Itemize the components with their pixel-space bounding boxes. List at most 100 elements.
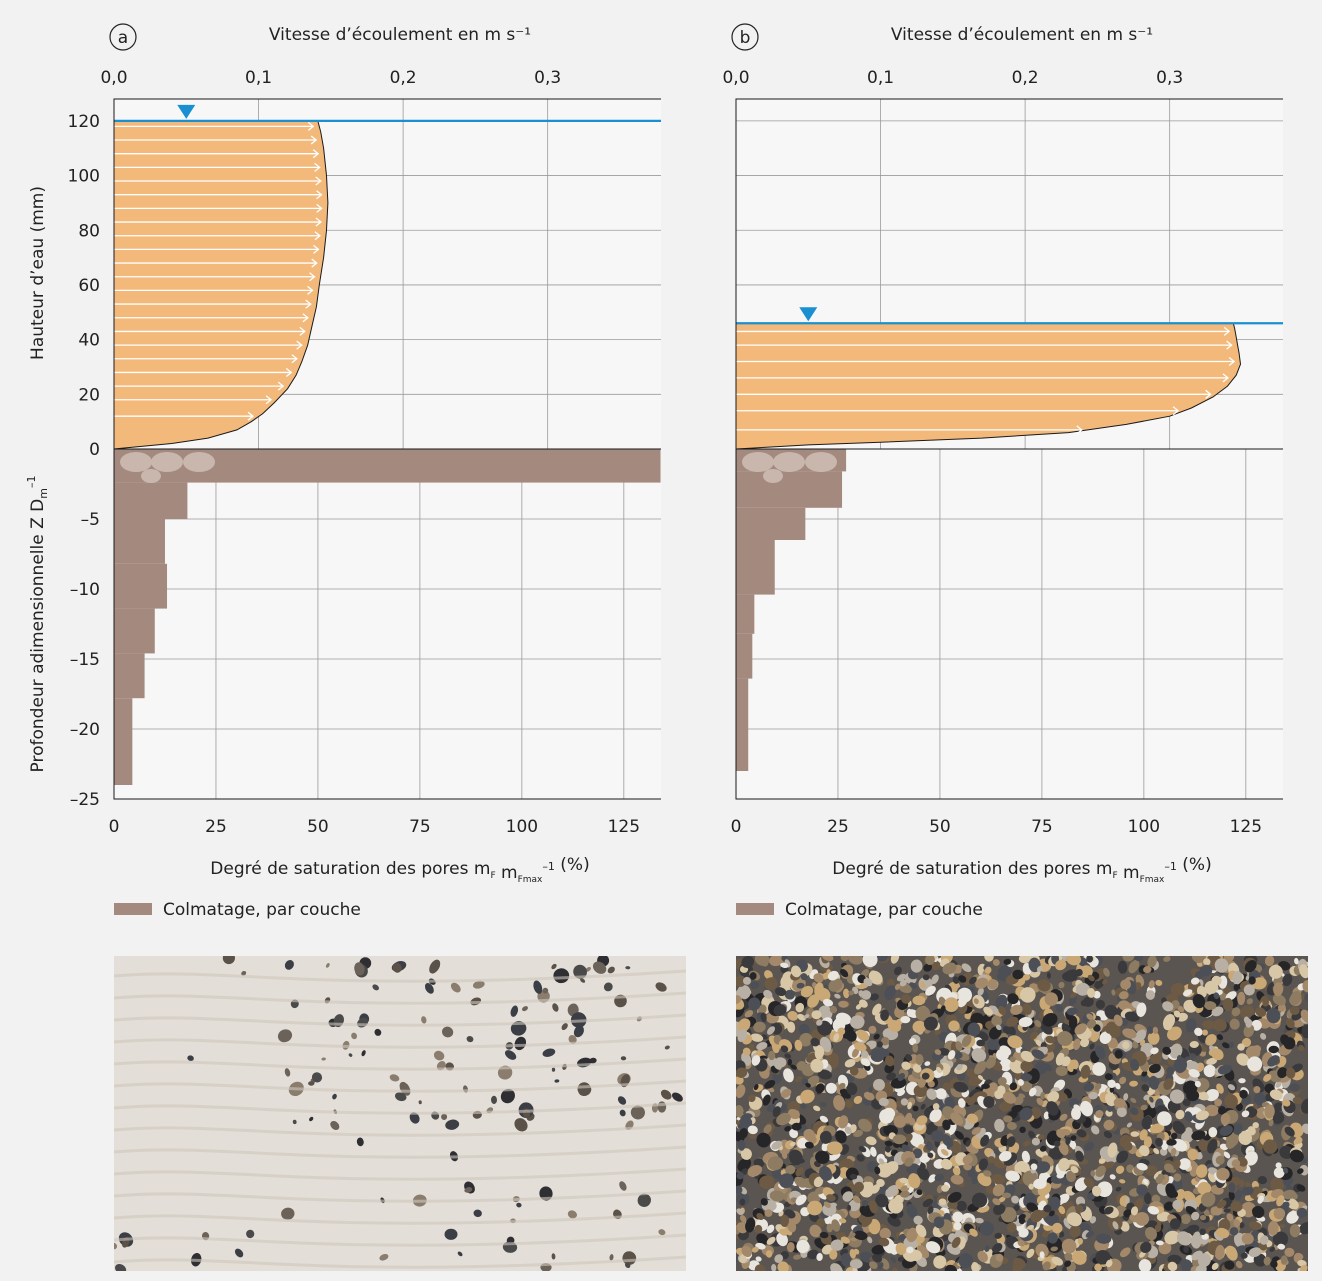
pebble [745, 1217, 756, 1233]
pebble [736, 1208, 744, 1216]
pebble [1272, 994, 1286, 1006]
bottom-axis-label-part: (%) [555, 855, 590, 875]
pebble [901, 1144, 910, 1152]
pebble [1042, 1261, 1051, 1271]
pebble [1190, 1234, 1202, 1249]
pebble [998, 1151, 1012, 1162]
pebble [1280, 1255, 1288, 1265]
pebble [1215, 1155, 1225, 1165]
pebble [958, 975, 967, 983]
pebble [1148, 1063, 1161, 1074]
pebble [1095, 1249, 1111, 1265]
pebble [887, 1215, 901, 1227]
pebble [1105, 1092, 1117, 1107]
pebble [854, 1042, 867, 1052]
pebble [1040, 1145, 1047, 1152]
clogging-bar [736, 678, 749, 771]
pebble [1013, 1204, 1020, 1212]
pebble [1083, 1177, 1095, 1188]
pebble [1022, 974, 1031, 981]
pebble [1043, 1204, 1052, 1213]
photo-texture [736, 956, 1308, 1271]
pebble [1236, 1053, 1250, 1066]
pebble [953, 1081, 969, 1093]
pebble [858, 1118, 872, 1132]
pebble [1130, 1097, 1137, 1104]
pebble [736, 1084, 746, 1098]
clogging-bar [114, 482, 188, 519]
pebble [1184, 1111, 1193, 1122]
pebble [924, 1061, 931, 1066]
pebble [830, 1263, 843, 1271]
pebble [900, 1098, 909, 1106]
pebble [1050, 1246, 1058, 1252]
pebble [1104, 1073, 1113, 1081]
top-tick-label: 0,2 [390, 68, 417, 88]
pebble [1099, 1158, 1106, 1164]
pebble [1185, 1127, 1193, 1134]
pebble [1285, 1018, 1295, 1029]
pebble [1272, 1231, 1289, 1247]
pebble [736, 1172, 744, 1180]
pebble [1018, 1217, 1026, 1225]
pebble [766, 1026, 776, 1035]
pebble [925, 956, 935, 966]
pebble [187, 1055, 194, 1062]
pebble [1207, 1138, 1218, 1154]
pebble [1123, 1209, 1132, 1218]
velocity-arrow-head [1222, 373, 1230, 383]
pebble [1273, 1167, 1285, 1178]
pebble [853, 1095, 863, 1104]
pebble [1056, 1129, 1066, 1139]
pebble [777, 1261, 789, 1271]
pebble [1039, 1251, 1045, 1259]
pebble [922, 974, 930, 981]
pebble [1070, 1059, 1079, 1070]
pebble [956, 1200, 967, 1212]
pebble [1134, 956, 1144, 962]
pebble [874, 1166, 881, 1175]
pebble [1028, 1087, 1037, 1097]
pebble [1001, 1192, 1012, 1199]
pebble [1036, 965, 1043, 972]
pebble [1199, 1214, 1207, 1221]
pebble [984, 956, 994, 962]
pebble [1190, 1053, 1197, 1059]
pebble [884, 1140, 893, 1147]
velocity-arrows [114, 121, 323, 421]
pebble [1213, 1018, 1227, 1032]
bottom-axis-label: Degré de saturation des pores mF mFmax –1… [832, 855, 1211, 885]
pebble [1138, 1259, 1152, 1271]
pebble [997, 1076, 1007, 1086]
pebble [1075, 982, 1090, 996]
pebble [849, 1259, 863, 1269]
pebble [1147, 1031, 1160, 1045]
pebble [1026, 1224, 1035, 1230]
pebble [1019, 1126, 1026, 1134]
pebble [1264, 956, 1275, 967]
pebble [933, 1255, 947, 1269]
sediment-ripple [114, 1013, 686, 1027]
pebble [958, 1098, 966, 1108]
pebble [910, 959, 923, 973]
pebble [968, 976, 977, 985]
pebble [1267, 1220, 1279, 1236]
pebble [1035, 1161, 1051, 1174]
pebble [938, 1198, 947, 1206]
pebble [1057, 1031, 1073, 1046]
legend-swatch [114, 903, 152, 915]
pebble [1129, 1214, 1138, 1223]
pebble [877, 956, 889, 962]
clogging-bar [736, 471, 843, 508]
y-axis-label-lower-sup: –1 [25, 476, 38, 489]
pebble [784, 989, 795, 1000]
pebble [737, 1157, 752, 1172]
pebble [1245, 1018, 1253, 1028]
pebble [876, 1041, 883, 1048]
pebble [1141, 1084, 1150, 1092]
pebble [971, 1192, 988, 1208]
pebble [1107, 1142, 1118, 1158]
pebble [878, 1158, 885, 1165]
velocity-arrow [114, 190, 323, 200]
bottom-axis-label-part: –1 [542, 860, 555, 873]
